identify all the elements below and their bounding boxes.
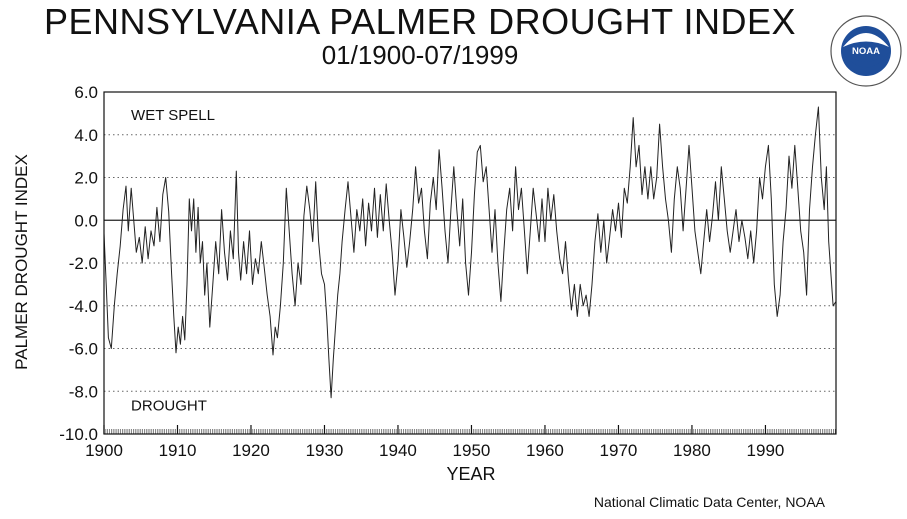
x-minor-ticks [103, 429, 836, 434]
x-tick-label: 1920 [232, 441, 270, 460]
x-tick-label: 1960 [526, 441, 564, 460]
x-tick-label: 1950 [453, 441, 491, 460]
y-tick-label: 2.0 [74, 169, 98, 188]
source-credit: National Climatic Data Center, NOAA [593, 494, 825, 510]
y-tick-label: 0.0 [74, 211, 98, 230]
y-tick-label: -2.0 [69, 254, 98, 273]
series-layer [103, 106, 837, 399]
annotations: WET SPELL DROUGHT [131, 107, 215, 415]
x-tick-label: 1970 [600, 441, 638, 460]
x-tick-label: 1930 [306, 441, 344, 460]
x-tick-label: 1990 [747, 441, 785, 460]
y-tick-label: -4.0 [69, 297, 98, 316]
noaa-logo-icon: NOAA [830, 15, 902, 87]
y-tick-labels: -10.0 -8.0 -6.0 -4.0 -2.0 0.0 2.0 4.0 6.0 [59, 83, 98, 444]
y-tick-label: 4.0 [74, 126, 98, 145]
annotation-label: WET SPELL [131, 107, 215, 124]
x-tick-label: 1980 [673, 441, 711, 460]
plot-frame [103, 91, 837, 435]
x-tick-labels: 1900 1910 1920 1930 1940 1950 1960 1970 1980 1990 [85, 425, 784, 460]
annotation-label: DROUGHT [131, 397, 207, 414]
x-axis-label: YEAR [446, 464, 495, 484]
y-axis-label: PALMER DROUGHT INDEX [12, 154, 31, 370]
x-tick-label: 1940 [379, 441, 417, 460]
chart-subtitle: 01/1900-07/1999 [321, 40, 519, 70]
x-tick-label: 1900 [85, 441, 123, 460]
series-line [103, 106, 837, 399]
x-tick-label: 1910 [159, 441, 197, 460]
y-tick-label: -8.0 [69, 382, 98, 401]
y-tick-label: 6.0 [74, 83, 98, 102]
logo-label: NOAA [852, 46, 880, 57]
y-tick-label: -6.0 [69, 340, 98, 359]
y-tick-label: -10.0 [59, 425, 98, 444]
chart-title: PENNSYLVANIA PALMER DROUGHT INDEX [43, 1, 796, 42]
